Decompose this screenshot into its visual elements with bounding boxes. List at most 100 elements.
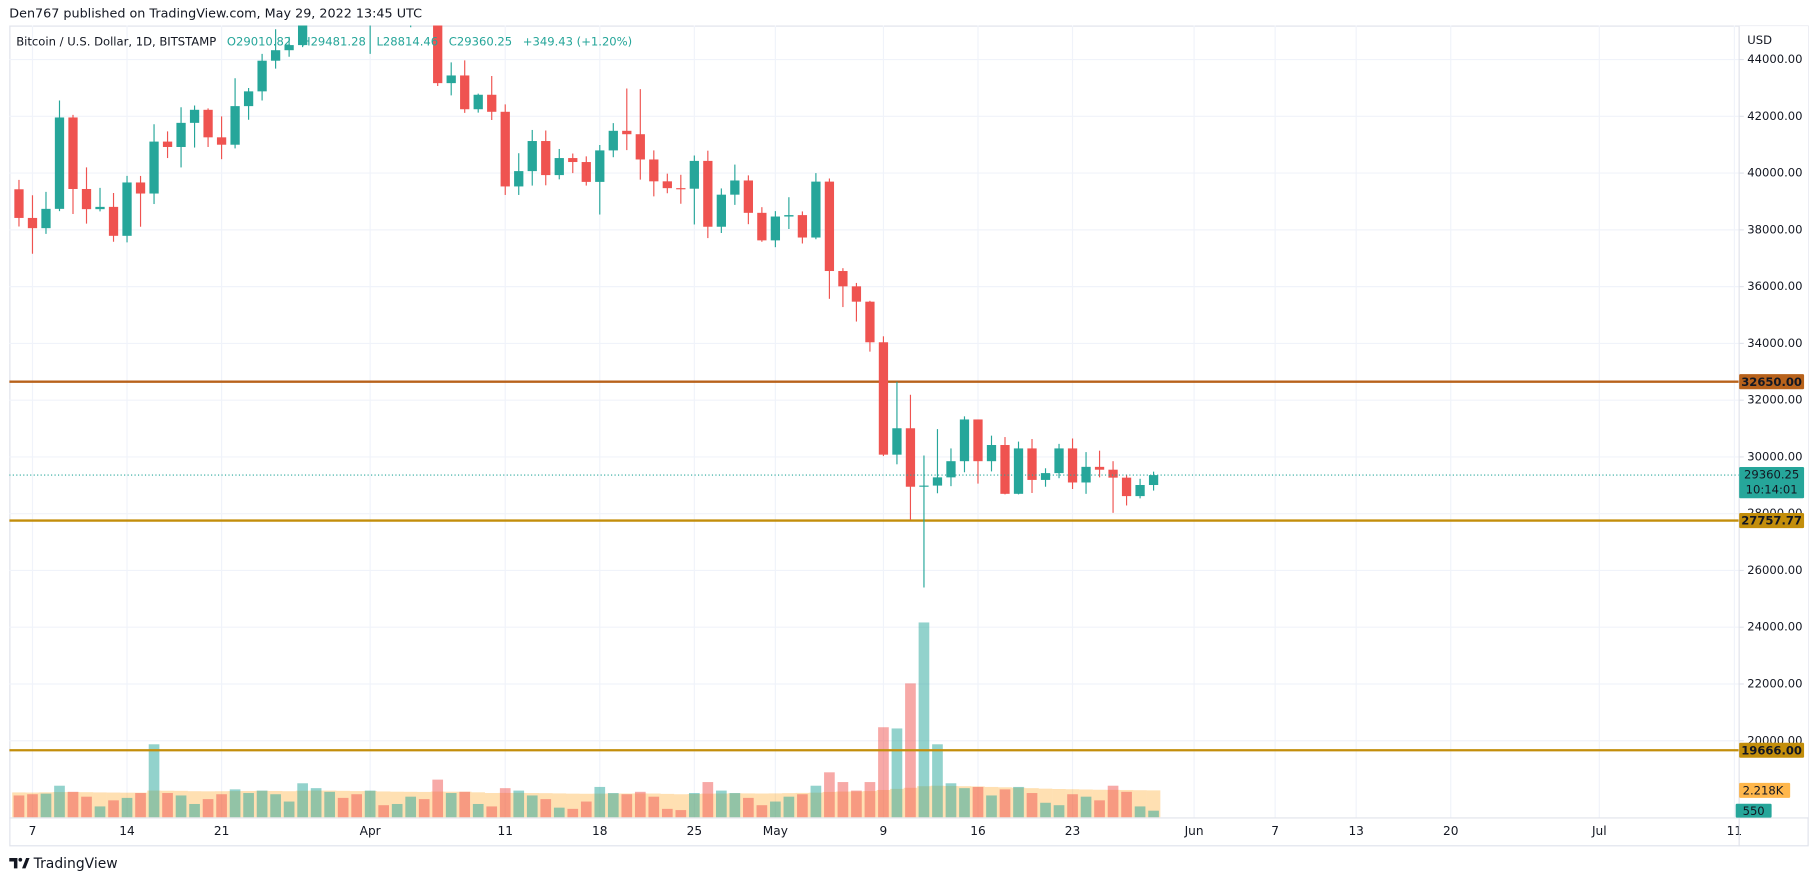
candle-body bbox=[784, 215, 794, 217]
volume-bar bbox=[1067, 794, 1078, 818]
volume-bar bbox=[526, 795, 538, 818]
y-tick-label: 42000.00 bbox=[1747, 109, 1802, 123]
grid bbox=[9, 25, 1740, 818]
candle-body bbox=[959, 419, 970, 462]
candle-body bbox=[41, 208, 51, 229]
candle-body bbox=[865, 301, 875, 343]
legend-symbol: Bitcoin / U.S. Dollar, 1D, BITSTAMP bbox=[16, 34, 216, 48]
volume-bar bbox=[135, 793, 146, 818]
y-tick-label: 34000.00 bbox=[1747, 336, 1802, 350]
candle-body bbox=[162, 141, 173, 147]
candle-body bbox=[257, 60, 267, 92]
candle-body bbox=[514, 171, 524, 187]
volume-bar bbox=[459, 791, 471, 818]
volume-bar bbox=[1107, 785, 1119, 818]
volume-bar bbox=[648, 796, 660, 818]
candle-body bbox=[851, 286, 862, 302]
volume-bar bbox=[972, 786, 984, 818]
y-tick-label: 38000.00 bbox=[1747, 222, 1802, 236]
candle-body bbox=[108, 206, 119, 236]
plot-area bbox=[9, 25, 1740, 818]
volume-bar bbox=[229, 789, 241, 818]
y-tick-label: 32000.00 bbox=[1747, 393, 1802, 407]
volume-bar bbox=[243, 793, 254, 818]
volume-bar bbox=[594, 786, 606, 818]
volume-bar bbox=[499, 788, 511, 818]
candle-body bbox=[487, 94, 497, 112]
candle-body bbox=[270, 50, 281, 61]
volume-bar bbox=[27, 794, 38, 818]
volume-bar bbox=[121, 797, 133, 818]
candle-body bbox=[81, 188, 92, 210]
volume-bar bbox=[783, 796, 795, 818]
candle-body bbox=[149, 141, 159, 194]
footer-brand: TradingView bbox=[33, 856, 118, 872]
volume-bar bbox=[1013, 786, 1024, 818]
volume-badge bbox=[1735, 803, 1772, 818]
volume-bar bbox=[837, 782, 849, 818]
y-tick-label: 24000.00 bbox=[1747, 620, 1802, 634]
candle-body bbox=[541, 141, 551, 176]
volume-bar bbox=[702, 782, 714, 818]
candle-body bbox=[892, 428, 902, 455]
candle-body bbox=[946, 461, 956, 478]
legend-change: +349.43 (+1.20%) bbox=[523, 34, 632, 48]
candle-body bbox=[176, 122, 186, 147]
volume-bar bbox=[13, 795, 25, 818]
volume-bar bbox=[716, 790, 727, 818]
volume-bar bbox=[486, 806, 498, 818]
candle-body bbox=[27, 217, 38, 229]
level-badge-label: 19666.00 bbox=[1741, 743, 1802, 757]
price-axis-unit: USD bbox=[1747, 33, 1772, 47]
x-tick-label: 20 bbox=[1443, 824, 1458, 838]
candle-body bbox=[297, 25, 308, 46]
volume-label: 550 bbox=[1743, 804, 1765, 818]
volume-bar bbox=[40, 793, 52, 818]
price-axis-panel bbox=[1739, 26, 1809, 818]
candle-body bbox=[689, 160, 699, 189]
volume-bar bbox=[689, 793, 700, 818]
volume-bar bbox=[1080, 796, 1092, 818]
volume-bar bbox=[513, 790, 525, 818]
candle-body bbox=[1081, 466, 1091, 483]
candle-body bbox=[1094, 466, 1105, 470]
volume-bar bbox=[824, 772, 835, 818]
volume-bar bbox=[405, 796, 417, 818]
candle-body bbox=[460, 75, 470, 110]
volume-bar bbox=[797, 794, 808, 818]
candle-body bbox=[554, 158, 564, 176]
y-tick-label: 30000.00 bbox=[1747, 449, 1802, 463]
candle-body bbox=[676, 188, 686, 190]
candle-body bbox=[622, 130, 632, 135]
candle-body bbox=[1067, 448, 1078, 483]
last-price-countdown: 10:14:01 bbox=[1746, 483, 1798, 497]
level-badge bbox=[1739, 513, 1805, 529]
candle-body bbox=[284, 45, 294, 51]
candle-body bbox=[1108, 469, 1118, 478]
candle-body bbox=[1135, 485, 1145, 497]
candle-body bbox=[1013, 448, 1024, 494]
volume-bar bbox=[283, 801, 295, 818]
candle-body bbox=[743, 180, 753, 213]
volume-bar bbox=[297, 783, 308, 818]
y-tick-label: 36000.00 bbox=[1747, 279, 1802, 293]
candle-body bbox=[919, 485, 929, 487]
candle-body bbox=[838, 271, 848, 287]
y-tick-label: 40000.00 bbox=[1747, 166, 1802, 180]
volume-bar bbox=[256, 790, 268, 818]
x-tick-label: 9 bbox=[880, 824, 888, 838]
candle-body bbox=[68, 117, 78, 189]
volume-bar bbox=[324, 791, 335, 818]
candle-body bbox=[14, 189, 24, 218]
candle-body bbox=[1054, 448, 1064, 474]
last-price-badge bbox=[1739, 466, 1805, 499]
candle-body bbox=[135, 182, 146, 194]
volume-bar bbox=[891, 728, 903, 818]
legend-close: C29360.25 bbox=[449, 34, 512, 48]
publisher-line: Den767 published on TradingView.com, May… bbox=[9, 6, 422, 21]
volume-bar bbox=[148, 744, 160, 818]
volume-bar bbox=[108, 800, 119, 818]
volume-bar bbox=[1121, 791, 1132, 818]
